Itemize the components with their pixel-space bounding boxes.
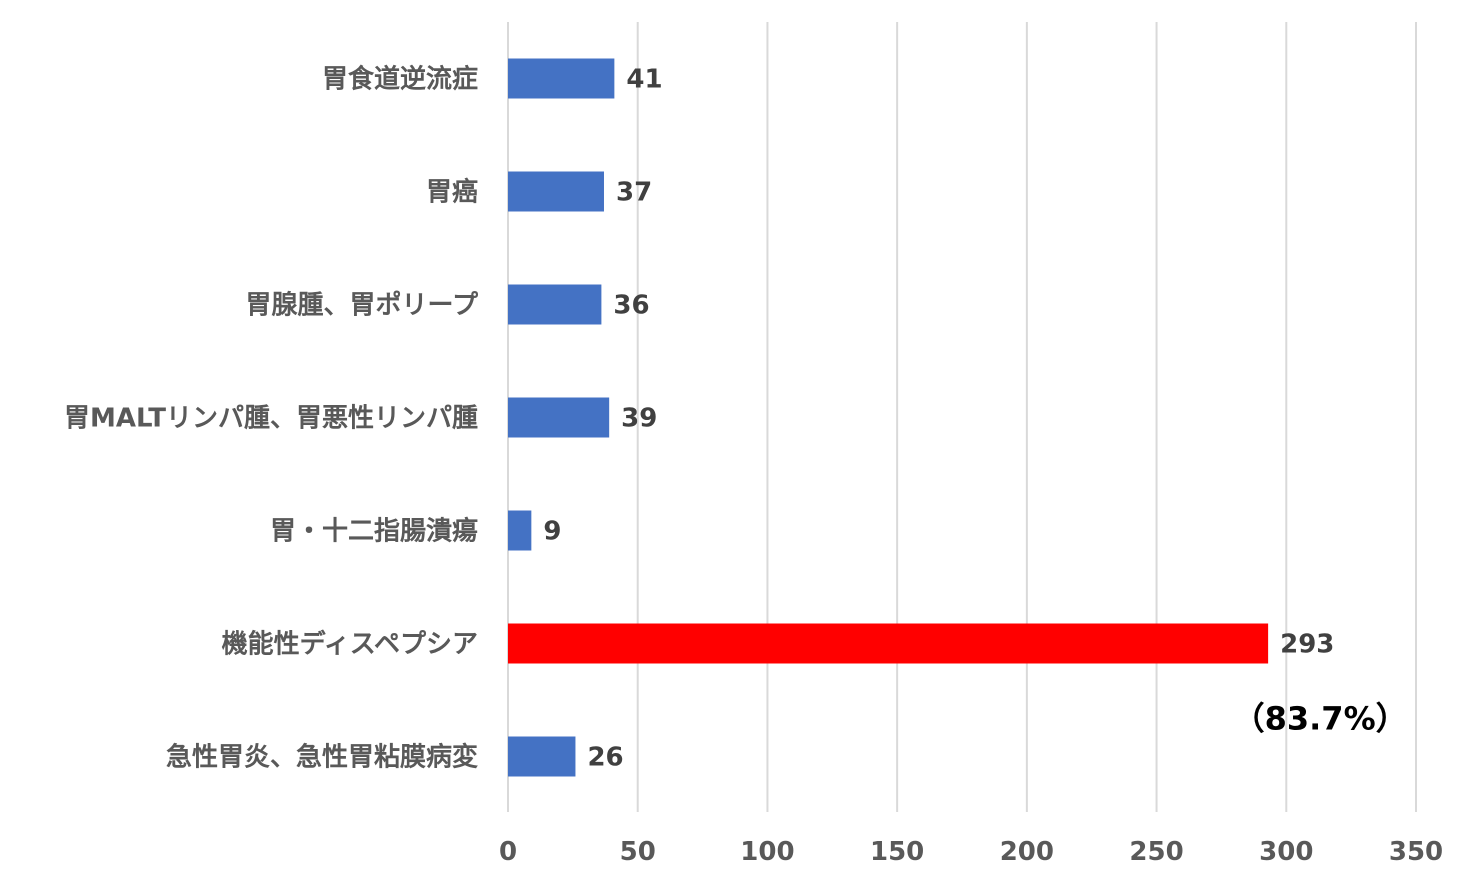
bar: [508, 510, 532, 551]
x-tick-label: 100: [740, 837, 794, 867]
category-label: 機能性ディスペプシア: [222, 629, 478, 660]
x-tick-label: 0: [499, 837, 517, 867]
x-tick-label: 350: [1389, 837, 1443, 867]
bar: [508, 171, 604, 212]
category-label: 胃MALTリンパ腫、胃悪性リンパ腫: [64, 404, 478, 434]
x-axis-tick-labels: 0 50 100 150 200 250 300 350: [499, 837, 1443, 867]
data-label: 293: [1280, 630, 1334, 660]
data-label: 9: [543, 517, 561, 547]
category-label: 胃癌: [426, 177, 478, 208]
category-label: 急性胃炎、急性胃粘膜病変: [166, 742, 478, 773]
x-tick-label: 200: [1000, 837, 1054, 867]
data-label: 41: [626, 65, 662, 95]
data-labels: 41 37 36 39 9 293 26: [543, 65, 1334, 773]
x-tick-label: 300: [1259, 837, 1313, 867]
bar: [508, 284, 602, 325]
category-label: 胃・十二指腸潰瘍: [270, 516, 478, 547]
category-label: 胃食道逆流症: [322, 64, 478, 95]
bar: [508, 736, 576, 777]
bar: [508, 397, 610, 438]
x-tick-label: 150: [870, 837, 924, 867]
gridlines: [507, 22, 1417, 812]
bars: [508, 58, 1269, 777]
data-label: 36: [613, 291, 649, 321]
bar: [508, 623, 1269, 664]
x-tick-label: 250: [1129, 837, 1183, 867]
percentage-annotation: （83.7%）: [1233, 700, 1408, 738]
data-label: 39: [621, 404, 657, 434]
category-label: 胃腺腫、胃ポリープ: [246, 290, 479, 321]
data-label: 37: [616, 178, 652, 208]
category-labels: 胃食道逆流症胃癌胃腺腫、胃ポリープ胃MALTリンパ腫、胃悪性リンパ腫胃・十二指腸…: [64, 64, 479, 773]
data-label: 26: [587, 743, 623, 773]
bar: [508, 58, 615, 99]
x-tick-label: 50: [620, 837, 656, 867]
